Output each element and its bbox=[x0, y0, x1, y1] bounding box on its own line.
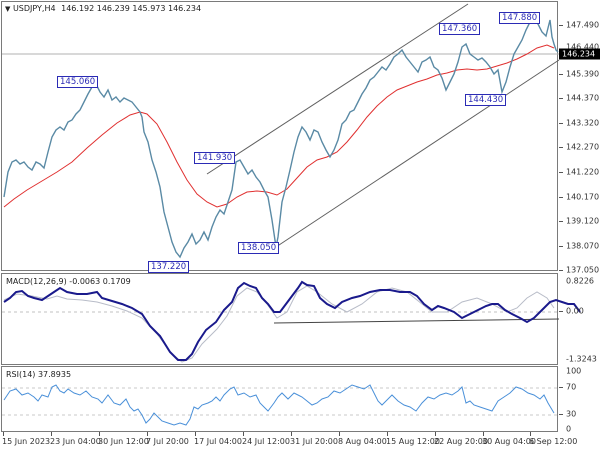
ohlc-values: 146.192 146.239 145.973 146.234 bbox=[61, 4, 202, 13]
macd-support-line bbox=[273, 318, 560, 324]
symbol-timeframe: USDJPY,H4 bbox=[12, 4, 56, 13]
macd-axis-label: 0.00 bbox=[566, 306, 584, 316]
current-price-tag: 146.234 bbox=[559, 48, 600, 60]
time-axis-label: 24 Jul 12:00 bbox=[242, 437, 290, 446]
price-axis-label: 146.440 bbox=[566, 42, 600, 52]
rsi-title: RSI(14) 37.8935 bbox=[6, 370, 72, 379]
callout-low-137220: 137.220 bbox=[148, 261, 190, 273]
rsi-line bbox=[3, 384, 555, 426]
macd-axis-label: -1.3243 bbox=[566, 354, 597, 364]
macd-svg bbox=[2, 280, 581, 363]
macd-axis-label: 0.8226 bbox=[566, 276, 594, 286]
time-axis-label: 6 Sep 12:00 bbox=[529, 437, 578, 446]
rsi-axis-label: 100 bbox=[566, 366, 582, 376]
time-axis-label: 7 Jul 20:00 bbox=[146, 437, 189, 446]
rsi-svg bbox=[2, 384, 559, 426]
price-axis-label: 141.220 bbox=[566, 167, 600, 177]
price-line bbox=[3, 19, 559, 259]
rsi-axis-label: 30 bbox=[566, 409, 577, 419]
price-axis-label: 147.490 bbox=[566, 20, 600, 30]
price-axis-label: 138.070 bbox=[566, 241, 600, 251]
time-axis-label: 15 Aug 12:00 bbox=[386, 437, 440, 446]
rsi-axis-label: 70 bbox=[566, 382, 577, 392]
price-axis-label: 142.270 bbox=[566, 142, 600, 152]
time-axis-label: 31 Jul 20:00 bbox=[290, 437, 338, 446]
channel-upper-line bbox=[206, 3, 469, 175]
price-chart-svg bbox=[2, 3, 560, 259]
price-axis-label: 144.370 bbox=[566, 93, 600, 103]
time-axis-label: 30 Aug 04:00 bbox=[482, 437, 536, 446]
macd-title: MACD(12,26,9) -0.0063 0.1709 bbox=[6, 277, 131, 286]
rsi-axis-label: 0 bbox=[566, 424, 572, 434]
time-axis-label: 22 Aug 20:00 bbox=[434, 437, 488, 446]
callout-138050: 138.050 bbox=[238, 242, 280, 254]
moving-average-line bbox=[3, 44, 555, 208]
macd-signal-line bbox=[3, 285, 555, 363]
time-axis-label: 17 Jul 04:00 bbox=[194, 437, 242, 446]
channel-lower-line bbox=[275, 59, 560, 248]
macd-main-line bbox=[3, 280, 581, 361]
price-axis-label: 140.170 bbox=[566, 192, 600, 202]
time-axis-label: 23 Jun 04:00 bbox=[50, 437, 101, 446]
rsi-pane[interactable]: RSI(14) 37.8935 bbox=[1, 366, 559, 432]
time-axis-label: 30 Jun 12:00 bbox=[98, 437, 149, 446]
triangle-down-icon[interactable]: ▼ bbox=[5, 5, 11, 13]
price-chart-pane[interactable]: 145.060 137.220 141.930 138.050 147.360 … bbox=[1, 1, 560, 273]
chart-header: ▼ USDJPY,H4 146.192 146.239 145.973 146.… bbox=[5, 4, 201, 13]
callout-147880: 147.880 bbox=[499, 12, 541, 24]
price-axis-label: 145.390 bbox=[566, 69, 600, 79]
price-axis-label: 137.050 bbox=[566, 265, 600, 275]
price-axis-label: 143.320 bbox=[566, 118, 600, 128]
callout-147360: 147.360 bbox=[439, 23, 481, 35]
callout-144430: 144.430 bbox=[465, 94, 507, 106]
callout-141930: 141.930 bbox=[194, 152, 236, 164]
callout-high-145060: 145.060 bbox=[57, 76, 99, 88]
time-axis-label: 8 Aug 04:00 bbox=[338, 437, 387, 446]
price-axis-label: 139.120 bbox=[566, 216, 600, 226]
time-axis-label: 15 Jun 2023 bbox=[2, 437, 51, 446]
macd-pane[interactable]: MACD(12,26,9) -0.0063 0.1709 bbox=[1, 273, 581, 365]
